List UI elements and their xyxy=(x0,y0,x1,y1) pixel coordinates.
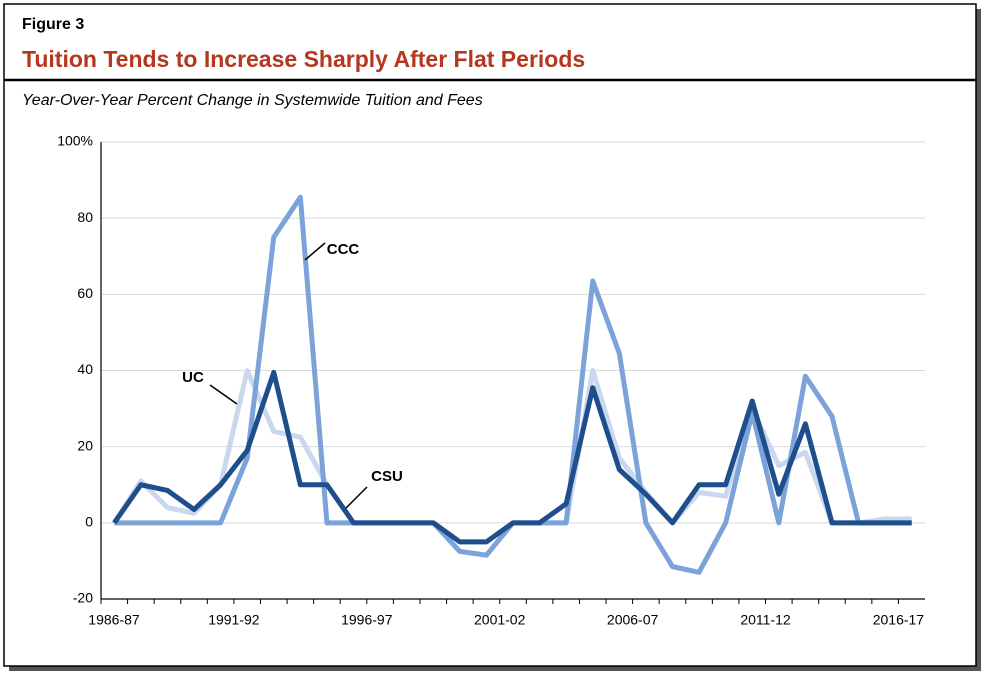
x-tick-label: 2001-02 xyxy=(474,612,526,628)
y-tick-label: 80 xyxy=(77,209,93,225)
series-label: CSU xyxy=(371,468,403,485)
figure-label: Figure 3 xyxy=(22,16,84,33)
y-tick-label: 40 xyxy=(77,361,93,377)
series-label: UC xyxy=(182,369,204,386)
series-line xyxy=(112,369,912,545)
y-tick-label: 100% xyxy=(57,133,93,149)
label-leader xyxy=(304,242,326,261)
x-tick-label: 2016-17 xyxy=(873,612,925,628)
label-leader xyxy=(209,384,238,405)
subtitle: Year-Over-Year Percent Change in Systemw… xyxy=(22,92,483,109)
y-tick-label: 0 xyxy=(85,514,93,530)
y-tick-label: -20 xyxy=(73,590,93,606)
x-tick-label: 1991-92 xyxy=(208,612,260,628)
y-tick-label: 20 xyxy=(77,437,93,453)
series-label: CCC xyxy=(327,241,360,258)
x-tick-label: 1986-87 xyxy=(88,612,140,628)
label-leader xyxy=(344,486,368,510)
x-tick-label: 2006-07 xyxy=(607,612,659,628)
x-tick-label: 1996-97 xyxy=(341,612,393,628)
frame xyxy=(3,3,977,667)
chart-title: Tuition Tends to Increase Sharply After … xyxy=(22,46,585,72)
x-tick-label: 2011-12 xyxy=(740,612,791,628)
y-tick-label: 60 xyxy=(77,285,93,301)
